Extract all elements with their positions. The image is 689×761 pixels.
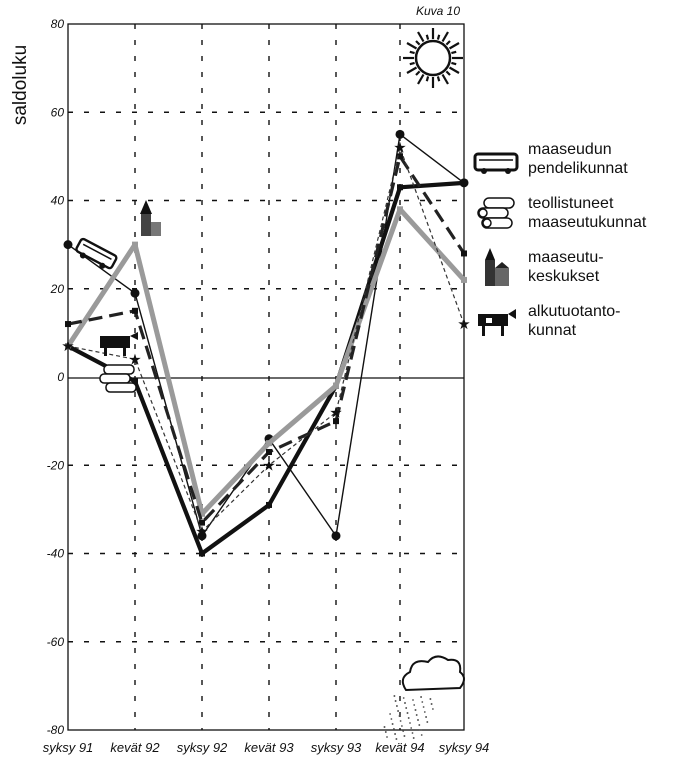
x-tick-label: syksy 93 xyxy=(311,740,362,755)
y-tick-label: -20 xyxy=(47,458,65,472)
data-point xyxy=(199,550,205,557)
legend-item-alkutuotanto: alkutuotanto- kunnat xyxy=(472,302,687,342)
data-point xyxy=(461,179,467,186)
x-tick-label: syksy 91 xyxy=(43,740,94,755)
data-point xyxy=(132,307,138,314)
data-point xyxy=(132,241,138,248)
series-3 xyxy=(65,153,467,526)
church-icon xyxy=(485,248,509,286)
y-tick-label: -80 xyxy=(47,723,65,737)
data-point xyxy=(397,184,403,191)
grid xyxy=(68,24,464,730)
logs-icon xyxy=(99,364,137,393)
data-point xyxy=(333,382,339,389)
plot-frame xyxy=(67,23,465,731)
x-tick-label: kevät 93 xyxy=(244,740,294,755)
data-point xyxy=(395,129,405,139)
series-4: ★ ★ ★ ★ ★ ★ ★ xyxy=(61,139,470,541)
legend-label: alkutuotanto- kunnat xyxy=(528,303,621,339)
legend-label: teollistuneet maaseutukunnat xyxy=(528,195,647,231)
x-ticks: syksy 91 kevät 92 syksy 92 kevät 93 syksy 93… xyxy=(43,740,490,755)
y-tick-label: 80 xyxy=(51,17,65,31)
data-point xyxy=(266,449,272,456)
data-point xyxy=(199,519,205,526)
y-ticks: -80 -60 -40 -20 0 20 40 60 80 xyxy=(47,17,65,737)
data-point: ★ xyxy=(61,337,74,355)
y-axis-label: saldoluku xyxy=(10,44,31,126)
legend-label: maaseutu- keskukset xyxy=(528,249,604,285)
data-point xyxy=(197,531,207,541)
series-0 xyxy=(63,129,469,541)
data-point: ★ xyxy=(195,522,208,540)
data-point: ★ xyxy=(457,315,470,333)
x-tick-label: syksy 94 xyxy=(439,740,490,755)
data-point xyxy=(397,206,403,213)
data-point xyxy=(461,250,467,257)
series-line xyxy=(67,133,465,537)
cow-icon xyxy=(478,309,516,336)
rain-cloud-icon xyxy=(383,655,465,740)
cow-icon xyxy=(100,332,138,356)
y-tick-label: 20 xyxy=(50,282,65,296)
bus-icon xyxy=(75,237,118,270)
data-point: ★ xyxy=(128,350,141,368)
logs-icon xyxy=(477,197,515,229)
legend-item-teollistuneet: teollistuneet maaseutukunnat xyxy=(472,194,687,234)
x-tick-label: kevät 94 xyxy=(375,740,424,755)
legend: maaseudun pendelikunnat teollistuneet ma… xyxy=(472,140,687,356)
series-lines: ★ ★ ★ ★ ★ ★ ★ xyxy=(61,129,471,557)
legend-item-keskukset: maaseutu- keskukset xyxy=(472,248,687,288)
y-tick-label: -40 xyxy=(47,547,65,561)
data-point xyxy=(130,288,140,298)
data-point xyxy=(132,378,138,385)
church-icon xyxy=(140,200,161,236)
data-point: ★ xyxy=(329,403,342,421)
data-point: ★ xyxy=(262,456,275,474)
x-tick-label: syksy 92 xyxy=(177,740,228,755)
data-point xyxy=(331,531,341,541)
sun-icon xyxy=(403,28,463,88)
x-tick-label: kevät 92 xyxy=(110,740,160,755)
legend-item-pendelikunnat: maaseudun pendelikunnat xyxy=(472,140,687,180)
data-point xyxy=(266,501,272,508)
data-point: ★ xyxy=(393,139,406,157)
data-point xyxy=(461,276,467,283)
data-point xyxy=(333,418,339,425)
data-point xyxy=(65,321,71,328)
legend-label: maaseudun pendelikunnat xyxy=(528,141,628,177)
data-point xyxy=(266,440,272,447)
data-point xyxy=(397,153,403,160)
data-point xyxy=(199,510,205,517)
bus-icon xyxy=(473,152,519,174)
y-tick-label: 0 xyxy=(57,370,64,384)
data-point xyxy=(63,240,73,250)
figure-note: Kuva 10 xyxy=(416,4,461,18)
y-tick-label: 40 xyxy=(51,194,65,208)
y-tick-label: 60 xyxy=(51,105,65,119)
y-tick-label: -60 xyxy=(47,635,65,649)
